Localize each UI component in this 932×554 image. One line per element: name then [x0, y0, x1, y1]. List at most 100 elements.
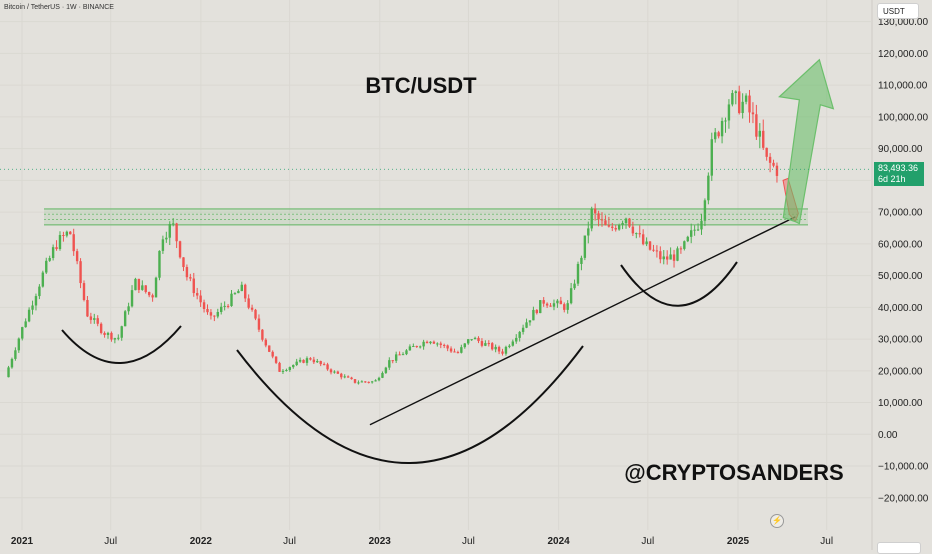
candle — [624, 217, 628, 229]
candle-body — [120, 326, 123, 338]
currency-selector[interactable]: USDT — [877, 3, 919, 19]
candle-body — [65, 231, 69, 236]
lightning-icon[interactable]: ⚡ — [770, 514, 784, 528]
candle-body — [439, 343, 442, 345]
candle-body — [192, 278, 195, 294]
candle — [106, 331, 110, 339]
candle-body — [360, 381, 364, 383]
candle-body — [631, 226, 635, 234]
x-tick-label: Jul — [104, 536, 117, 547]
candle — [460, 344, 463, 354]
candle — [491, 342, 494, 351]
candle-body — [569, 288, 573, 304]
candle — [569, 282, 573, 305]
rounded-bottom-curve-2 — [236, 345, 584, 464]
candle — [113, 337, 117, 344]
candle-body — [755, 114, 758, 137]
candle — [614, 224, 617, 232]
candle — [576, 261, 580, 286]
candle — [631, 221, 635, 237]
candle — [487, 340, 490, 347]
candle — [497, 345, 501, 355]
candle — [309, 357, 312, 361]
candle-body — [305, 358, 309, 363]
candle — [408, 344, 412, 351]
candle — [415, 345, 418, 348]
candle — [532, 306, 535, 321]
candle — [230, 289, 233, 307]
candle — [226, 304, 230, 309]
candle — [703, 198, 707, 227]
y-tick-label: 30,000.00 — [878, 335, 923, 346]
candle-body — [470, 339, 473, 341]
candle — [429, 341, 432, 345]
candle-body — [453, 351, 456, 353]
candle — [185, 264, 189, 281]
time-axis[interactable]: 2021 Jul 2022 Jul 2023 Jul 2024 Jul 2025 Jul — [11, 536, 833, 547]
candle-body — [762, 130, 765, 148]
candle-body — [45, 260, 48, 273]
rounded-bottom-curve-3 — [620, 261, 738, 307]
candle-body — [285, 369, 288, 371]
candle-body — [655, 250, 659, 252]
candle-body — [508, 345, 511, 347]
candle — [480, 338, 484, 348]
candle-body — [772, 162, 775, 166]
candle — [559, 296, 563, 305]
candle — [21, 326, 24, 341]
candle — [439, 341, 442, 349]
candle — [470, 339, 473, 341]
candle — [556, 299, 559, 308]
candle — [765, 147, 768, 161]
candle-body — [261, 329, 264, 340]
candle-body — [652, 249, 655, 251]
candle — [425, 340, 429, 344]
candle-body — [151, 295, 154, 298]
candle-body — [617, 225, 621, 230]
candle-body — [202, 302, 206, 309]
candle-body — [381, 372, 384, 378]
price-axis[interactable]: 130,000.00 120,000.00 110,000.00 100,000.00… — [878, 17, 929, 504]
candle-body — [127, 306, 130, 312]
candle — [762, 119, 765, 150]
candle-body — [405, 350, 408, 355]
y-tick-label: 40,000.00 — [878, 303, 923, 314]
last-price-value: 83,493.36 — [878, 163, 919, 173]
candle-body — [96, 318, 99, 324]
candle — [720, 117, 724, 144]
candle-body — [309, 358, 312, 360]
candle — [504, 345, 508, 356]
gridlines — [0, 0, 872, 530]
candle-body — [278, 362, 281, 372]
candle-body — [295, 361, 298, 366]
candle-body — [268, 345, 271, 352]
candle-body — [432, 341, 436, 344]
candle-body — [576, 263, 580, 284]
candle-body — [93, 318, 96, 320]
candle — [134, 277, 137, 291]
candle-body — [696, 229, 700, 231]
candle — [772, 159, 775, 168]
candle-body — [353, 379, 357, 383]
candle-body — [17, 338, 21, 351]
candle-body — [665, 256, 669, 260]
axis-settings-button[interactable] — [877, 542, 921, 554]
candle — [662, 250, 665, 265]
watermark-label: @CRYPTOSANDERS — [624, 460, 843, 485]
candle-body — [559, 300, 563, 305]
candle — [700, 213, 703, 235]
candle — [202, 299, 206, 313]
candle — [285, 368, 288, 372]
candle — [55, 240, 58, 251]
candle — [758, 123, 762, 149]
x-tick-label: 2025 — [727, 536, 750, 547]
candle-body — [418, 346, 422, 348]
candle-body — [611, 226, 614, 228]
candle-body — [161, 239, 165, 251]
y-tick-label: 0.00 — [878, 430, 898, 441]
candle-body — [693, 229, 696, 231]
symbol-label[interactable]: Bitcoin / TetherUS · 1W · BINANCE — [4, 4, 114, 11]
candle-body — [501, 351, 504, 354]
